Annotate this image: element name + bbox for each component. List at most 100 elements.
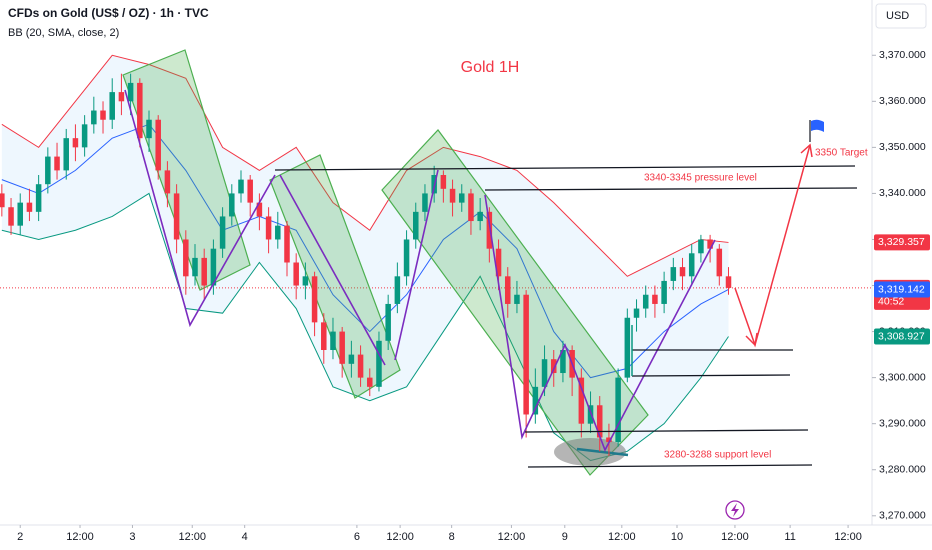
price-axis: [872, 0, 932, 550]
candle-body: [688, 253, 695, 277]
candle-body: [504, 276, 511, 304]
candle-body: [440, 175, 447, 189]
x-tick-label: 6: [354, 531, 360, 543]
candle-body: [146, 119, 152, 139]
candle-body: [486, 211, 493, 249]
band-fill: [1, 55, 729, 461]
candle-body: [201, 257, 207, 286]
candle-body: [247, 179, 253, 203]
level-line: [527, 464, 813, 468]
candle-body: [698, 239, 704, 254]
level-line: [524, 429, 809, 433]
candle-body: [541, 359, 548, 387]
candle-body: [219, 216, 226, 249]
candle-body: [109, 92, 115, 120]
candle-body: [468, 193, 474, 222]
candle-body: [652, 294, 658, 304]
countdown: 40:52: [878, 296, 904, 308]
currency-button[interactable]: [875, 3, 927, 29]
candle-body: [0, 193, 5, 208]
x-tick-label: 12:00: [386, 531, 414, 543]
band-line: [1, 54, 729, 277]
candle-body: [578, 377, 585, 424]
event-icon-bolt: [731, 503, 739, 517]
x-tick-label: 9: [562, 531, 568, 543]
candle-body: [26, 202, 33, 212]
candle-body: [339, 331, 345, 364]
price-label-box: [874, 328, 930, 345]
candle-body: [229, 193, 235, 217]
currency[interactable]: USD: [886, 10, 909, 22]
arrow-head: [745, 332, 758, 347]
candle-body: [127, 82, 134, 102]
y-tick-label: 3,300.000: [879, 371, 926, 383]
candle-body: [155, 119, 161, 171]
candle-body: [72, 138, 79, 148]
candle-body: [8, 207, 14, 226]
drawings-top: Gold 1H 3340-3345 pressure level 3350 Ta…: [124, 59, 868, 520]
support-zone: [554, 438, 626, 466]
arrow-head: [800, 143, 813, 158]
candle-body: [477, 211, 483, 222]
candle-body: [293, 262, 299, 286]
annotation: 3350 Target: [815, 148, 868, 159]
candle-body: [422, 193, 428, 212]
x-tick-label: 8: [449, 531, 455, 543]
candle-body: [45, 156, 51, 185]
chart-title: Gold 1H: [461, 59, 520, 76]
x-tick-label: 2: [17, 531, 23, 543]
candle-body: [321, 322, 327, 350]
x-tick-label: 12:00: [66, 531, 94, 543]
candle-body: [357, 354, 364, 378]
candle-body: [679, 267, 686, 277]
price-label: 3,329.357: [878, 236, 925, 248]
x-tick-label: 12:00: [834, 531, 862, 543]
candle-body: [311, 276, 318, 323]
x-tick-label: 12:00: [721, 531, 749, 543]
candle-body: [670, 267, 677, 281]
level-line: [631, 374, 791, 377]
x-tick-label: 12:00: [498, 531, 526, 543]
candle-body: [376, 340, 382, 387]
x-tick-label: 11: [784, 531, 795, 543]
x-tick-label: 12:00: [178, 531, 206, 543]
level-line: [274, 165, 856, 171]
candle-body: [523, 294, 529, 415]
candle-body: [495, 248, 502, 277]
candle-body: [514, 294, 520, 304]
candle-body: [587, 405, 594, 424]
event-icon: [725, 500, 745, 520]
y-tick-label: 3,280.000: [879, 464, 926, 476]
candle-body: [449, 188, 456, 203]
candle-body: [348, 354, 355, 364]
candle-body: [17, 202, 23, 226]
price-label-box: [874, 281, 930, 298]
support-mark: [576, 447, 629, 457]
candle-body: [284, 225, 290, 263]
y-tick-label: 3,360.000: [879, 95, 926, 107]
candle-body: [725, 276, 732, 288]
candle-body: [265, 216, 272, 240]
y-tick-label: 3,340.000: [879, 187, 926, 199]
annotation: 3340-3345 pressure level: [644, 173, 757, 184]
candle-body: [173, 193, 180, 240]
symbol-header: CFDs on Gold (US$ / OZ) · 1h · TVC: [8, 6, 209, 20]
candle-body: [642, 294, 649, 309]
band-line: [1, 123, 729, 379]
candle-body: [606, 437, 612, 443]
candle-body: [183, 239, 189, 277]
candle-body: [716, 248, 723, 277]
candle-body: [35, 184, 42, 212]
candle-body: [624, 317, 631, 378]
axes: 3,270.000 3,280.000 3,290.000 3,300.000 3,31…: [17, 49, 930, 543]
candle-body: [256, 202, 263, 217]
wave-line: [124, 89, 276, 328]
candle-body: [330, 331, 336, 350]
candle-body: [238, 179, 244, 194]
candle-body: [91, 110, 97, 125]
candle-body: [403, 239, 410, 277]
y-tick-label: 3,270.000: [879, 510, 926, 522]
candle-body: [385, 303, 391, 341]
indicator-label: BB (20, SMA, close, 2): [8, 27, 119, 39]
candle-body: [560, 350, 566, 374]
